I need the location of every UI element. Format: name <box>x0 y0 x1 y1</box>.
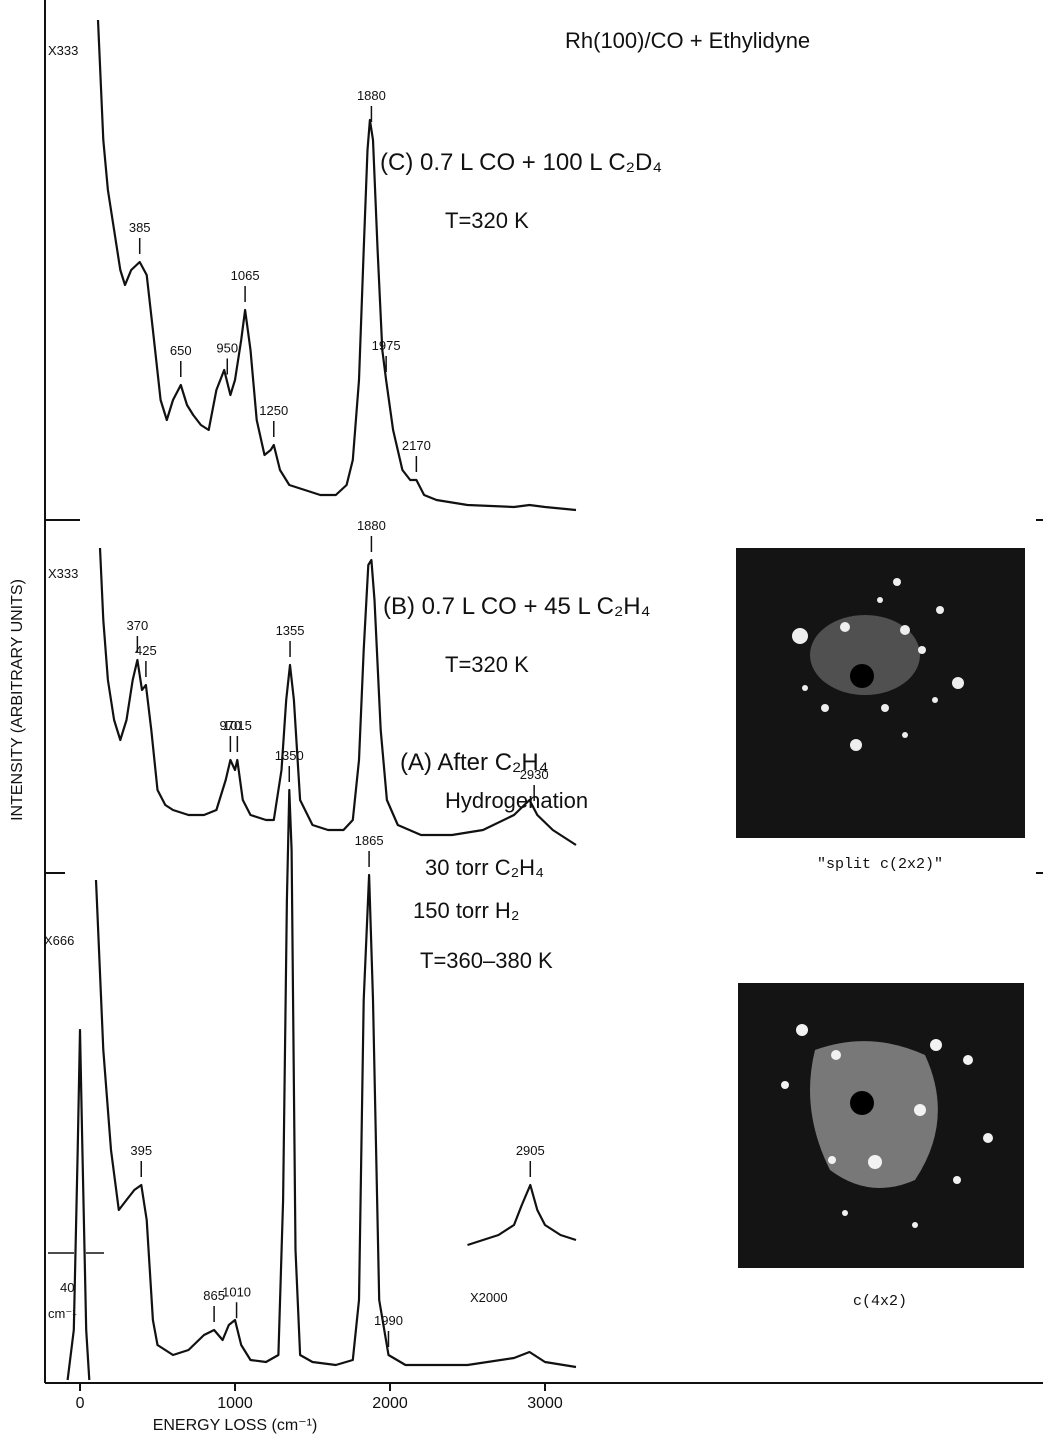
leed-image <box>736 548 1025 838</box>
peak-label: 1350 <box>275 748 304 763</box>
x-tick-label: 1000 <box>217 1395 253 1412</box>
peak-label: 865 <box>203 1288 225 1303</box>
annotation: cm⁻¹ <box>48 1306 77 1321</box>
x-axis-label: ENERGY LOSS (cm⁻¹) <box>153 1417 318 1434</box>
peak-label: 650 <box>170 343 192 358</box>
leed-image <box>738 983 1024 1268</box>
annotation: X333 <box>48 566 78 581</box>
annotation: (B) 0.7 L CO + 45 L C₂H₄ <box>383 593 650 620</box>
spectrum-line <box>467 1183 577 1247</box>
x-tick-label: 3000 <box>527 1395 563 1412</box>
peak-label: 1880 <box>357 518 386 533</box>
peak-label: 950 <box>216 341 238 356</box>
annotation: X666 <box>44 933 74 948</box>
spectrum-line <box>94 788 577 1369</box>
peak-label: 1880 <box>357 88 386 103</box>
annotation: X2000 <box>470 1290 508 1305</box>
annotation: (A) After C₂H₄ <box>400 749 548 776</box>
peak-label: 425 <box>135 643 157 658</box>
peak-label: 2170 <box>402 438 431 453</box>
chart-title: Rh(100)/CO + Ethylidyne <box>565 28 810 53</box>
peak-label: 370 <box>127 618 149 633</box>
peak-label: 1010 <box>222 1284 251 1299</box>
spectrum-line <box>66 1028 91 1381</box>
peak-label: 1015 <box>223 718 252 733</box>
peak-label: 385 <box>129 220 151 235</box>
peak-label: 1250 <box>259 403 288 418</box>
x-tick-label: 0 <box>76 1395 85 1412</box>
peak-label: 2930 <box>520 767 549 782</box>
peak-label: 970 <box>220 718 242 733</box>
spectrum-line <box>98 547 577 846</box>
peak-label: 1065 <box>231 268 260 283</box>
annotation: 30 torr C₂H₄ <box>425 855 544 880</box>
peak-label: 395 <box>130 1143 152 1158</box>
peak-label: 1865 <box>355 833 384 848</box>
annotation: T=320 K <box>445 208 529 233</box>
x-tick-label: 2000 <box>372 1395 408 1412</box>
annotation: Hydrogenation <box>445 788 588 813</box>
image-caption: "split c(2x2)" <box>817 856 943 873</box>
annotation: (C) 0.7 L CO + 100 L C₂D₄ <box>380 149 662 176</box>
annotation: X333 <box>48 43 78 58</box>
image-caption: c(4x2) <box>853 1293 907 1310</box>
peak-label: 1355 <box>276 623 305 638</box>
annotation: 150 torr H₂ <box>413 898 519 923</box>
peak-label: 2905 <box>516 1143 545 1158</box>
peak-label: 1990 <box>374 1313 403 1328</box>
annotation: T=320 K <box>445 652 529 677</box>
annotation: 40 <box>60 1280 74 1295</box>
peak-label: 1975 <box>372 338 401 353</box>
spectrum-line <box>96 19 577 512</box>
annotation: T=360–380 K <box>420 948 553 973</box>
y-axis-label: INTENSITY (ARBITRARY UNITS) <box>9 579 26 821</box>
